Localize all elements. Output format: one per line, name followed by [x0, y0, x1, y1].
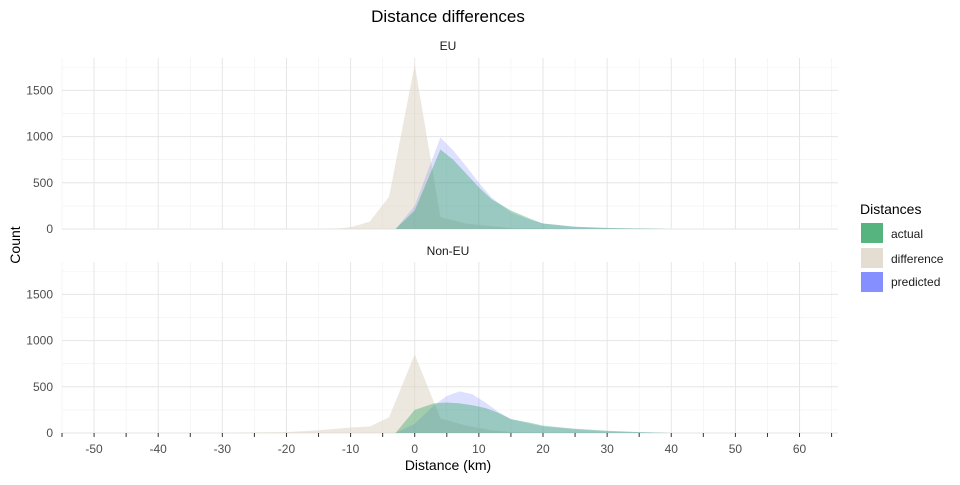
- x-tick-label: 10: [472, 442, 486, 456]
- x-tick-label: -10: [342, 442, 360, 456]
- y-tick-label: 0: [46, 222, 53, 236]
- x-tick-label: -50: [85, 442, 103, 456]
- area-predicted: [395, 391, 672, 433]
- area-predicted: [395, 137, 672, 229]
- legend-key-difference: [861, 248, 883, 268]
- x-tick-label: 20: [536, 442, 550, 456]
- area-actual: [395, 402, 672, 433]
- x-tick-label: -30: [214, 442, 232, 456]
- legend-key-predicted: [861, 272, 883, 292]
- y-tick-label: 1000: [26, 334, 53, 348]
- y-tick-label: 0: [46, 426, 53, 440]
- x-axis-ticks: -50 -40 -30 -20 -10 0 10 20 30 40 50 60: [61, 433, 833, 456]
- y-tick-label: 500: [33, 176, 53, 190]
- y-tick-label: 1000: [26, 130, 53, 144]
- chart-title: Distance differences: [371, 7, 525, 26]
- legend: Distances actual difference predicted: [860, 201, 944, 292]
- area-difference: [318, 64, 543, 229]
- y-tick-label: 1500: [26, 287, 53, 301]
- x-tick-label: 60: [793, 442, 807, 456]
- x-tick-label: 30: [600, 442, 614, 456]
- x-tick-label: -40: [150, 442, 168, 456]
- y-tick-label: 1500: [26, 83, 53, 97]
- legend-label-difference: difference: [891, 252, 944, 266]
- legend-label-predicted: predicted: [891, 275, 940, 289]
- x-tick-label: 0: [411, 442, 418, 456]
- panel-non-eu: 0 500 1000 1500: [26, 262, 838, 440]
- y-tick-label: 500: [33, 380, 53, 394]
- x-tick-label: 50: [729, 442, 743, 456]
- panel-eu: 0 500 1000 1500: [26, 58, 838, 236]
- x-tick-label: 40: [665, 442, 679, 456]
- y-axis-title: Count: [7, 226, 23, 263]
- x-tick-label: -20: [278, 442, 296, 456]
- strip-label-eu: EU: [440, 39, 457, 53]
- strip-label-non-eu: Non-EU: [427, 244, 470, 258]
- area-actual: [395, 149, 672, 229]
- legend-label-actual: actual: [891, 227, 923, 241]
- legend-key-actual: [861, 223, 883, 243]
- x-axis-title: Distance (km): [405, 457, 491, 473]
- legend-title: Distances: [860, 201, 921, 217]
